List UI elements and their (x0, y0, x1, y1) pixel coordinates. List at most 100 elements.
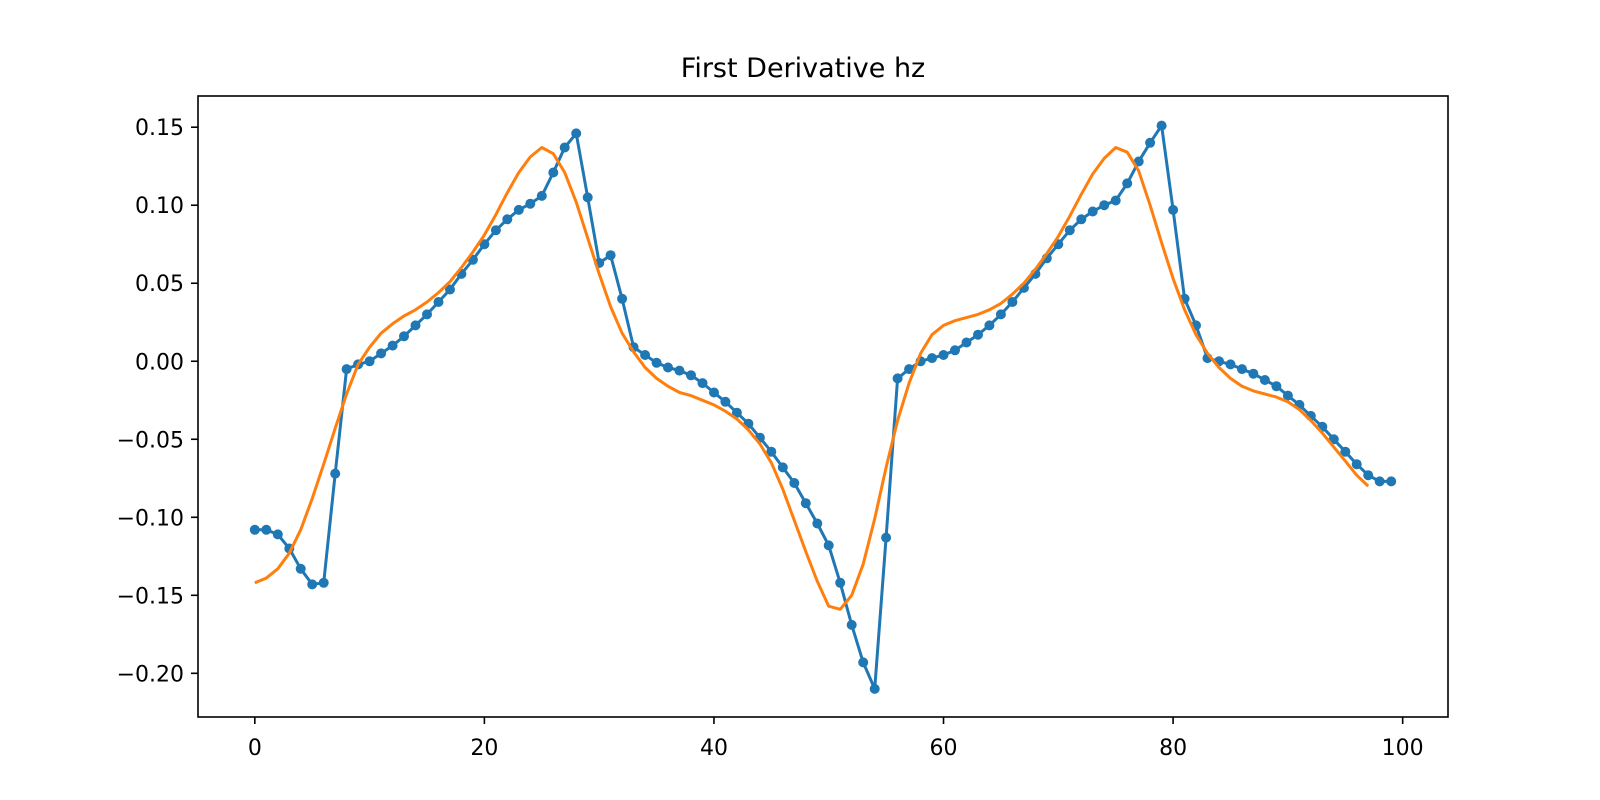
series-1-point (1271, 381, 1282, 392)
y-tick-label: −0.05 (117, 428, 184, 453)
series-1-point (548, 167, 559, 178)
series-1-point (249, 524, 260, 535)
series-1-point (846, 619, 857, 630)
series-2-line (254, 146, 1370, 611)
series-1-point (904, 364, 915, 375)
series-1-point (663, 362, 673, 373)
series-1-point (709, 387, 719, 398)
x-tick-label: 60 (930, 736, 958, 761)
series-1-point (582, 192, 593, 203)
y-tick-label: −0.10 (117, 506, 184, 531)
series-1-point (513, 204, 524, 215)
series-1-point (341, 364, 352, 375)
series-1-point (1145, 137, 1156, 148)
series-1-point (812, 518, 823, 529)
series-1-point (307, 579, 318, 590)
series-1-point (950, 345, 960, 356)
series-1-point (892, 373, 903, 384)
series-1-point (973, 329, 983, 340)
series-1-point (376, 348, 387, 359)
series-1-point (1363, 470, 1374, 481)
series-1-point (789, 478, 800, 488)
series-1-point (318, 577, 329, 588)
series-1-point (869, 683, 880, 694)
axis-layer: 0 20 40 60 80 100 0.15 0.10 0.05 0.00 −0.05 −0.10 −0… (117, 116, 1424, 761)
series-1-point (1237, 364, 1247, 375)
y-tick-label: −0.15 (117, 584, 184, 609)
series-1-point (559, 142, 570, 153)
series-1-point (1351, 459, 1362, 470)
series-1-point (571, 128, 582, 139)
series-1-point (800, 498, 811, 509)
series-1-point (364, 356, 375, 367)
series-1-point (1225, 359, 1236, 370)
series-1-point (410, 320, 421, 331)
y-tick-label: 0.10 (135, 194, 184, 219)
series-1-point (835, 577, 846, 588)
series-1-point (1248, 368, 1259, 379)
series-1-point (674, 365, 685, 376)
series-1-point (1386, 476, 1397, 487)
series-1-point (387, 340, 398, 351)
series-1-point (731, 407, 742, 418)
series-1-point (399, 331, 409, 342)
series-1-point (1087, 206, 1098, 217)
y-tick-label: 0.15 (135, 116, 184, 141)
series-1-point (617, 293, 628, 304)
series-1-point (1064, 225, 1075, 236)
y-tick-label: 0.05 (135, 272, 184, 297)
series-1-point (927, 353, 937, 364)
y-tick-label: 0.00 (135, 350, 184, 375)
series-1-point (766, 446, 777, 457)
series-1-point (479, 239, 490, 250)
series-1-point (881, 532, 892, 543)
series-1-point (686, 370, 696, 381)
series-1-point (536, 190, 547, 201)
series-1-point (272, 529, 283, 540)
series-1-point (777, 462, 788, 473)
series-1-point (1340, 446, 1351, 457)
series-1-point (961, 337, 972, 348)
y-tick-label: −0.20 (117, 662, 184, 687)
series-1-line (254, 124, 1392, 691)
series-1-point (1374, 476, 1385, 487)
series-1-point (330, 468, 341, 479)
series-1-point (1110, 195, 1121, 206)
series-1-point (1007, 297, 1018, 307)
series-1-point (490, 225, 501, 236)
series-1-point (651, 357, 662, 368)
series-1-point (1076, 214, 1087, 225)
series-1-point (433, 297, 444, 307)
series-layer (249, 120, 1397, 694)
series-1-point (697, 378, 708, 389)
series-1-point (823, 540, 834, 551)
series-1-point (525, 198, 536, 209)
plot-area-frame (197, 95, 1449, 718)
series-1-point (605, 250, 616, 261)
series-1-point (1099, 200, 1110, 211)
series-1-point (1168, 204, 1179, 215)
series-1-point (445, 284, 455, 295)
series-1-point (1259, 375, 1270, 385)
series-1-point (995, 309, 1006, 320)
series-1-point (502, 214, 513, 225)
series-1-point (938, 350, 949, 360)
series-1-point (720, 396, 731, 407)
series-1-point (640, 350, 651, 360)
x-tick-label: 80 (1159, 736, 1187, 761)
series-1-point (984, 320, 995, 331)
series-1-point (261, 524, 272, 535)
series-1-point (1122, 178, 1133, 189)
series-1-point (422, 309, 432, 320)
chart-title: First Derivative hz (681, 53, 925, 84)
series-1-point (1156, 120, 1167, 131)
x-tick-label: 0 (248, 736, 262, 761)
x-tick-label: 100 (1382, 736, 1424, 761)
series-1-point (858, 657, 869, 668)
x-tick-label: 20 (470, 736, 498, 761)
x-tick-label: 40 (700, 736, 728, 761)
series-1-point (1282, 390, 1293, 401)
series-1-point (295, 563, 306, 574)
